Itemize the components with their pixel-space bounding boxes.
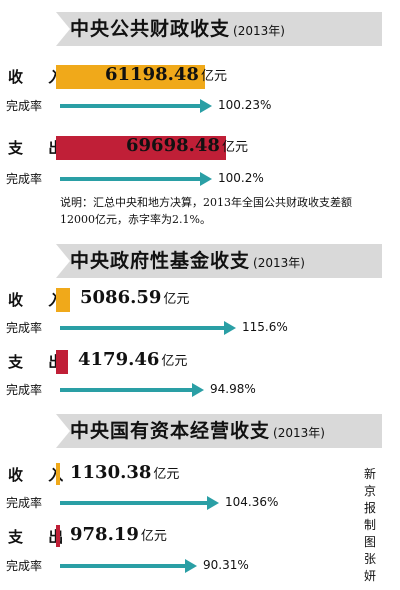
expense-value: 978.19 亿元	[70, 524, 167, 545]
rate-label: 完成率	[6, 496, 43, 510]
section-title: 中央国有资本经营收支 (2013年)	[70, 414, 325, 448]
expense-bar	[56, 350, 68, 374]
section-title: 中央公共财政收支 (2013年)	[70, 12, 285, 46]
expense-label: 支 出	[8, 353, 74, 371]
income-rate-arrowhead	[224, 321, 236, 335]
expense-rate-arrowhead	[185, 559, 197, 573]
income-value: 5086.59 亿元	[80, 287, 189, 308]
rate-label: 完成率	[6, 99, 43, 113]
income-label: 收 入	[8, 68, 74, 86]
section-year: (2013年)	[273, 426, 325, 440]
expense-value-number: 69698.48	[126, 135, 220, 156]
expense-label: 支 出	[8, 528, 74, 546]
expense-value: 69698.48 亿元	[126, 135, 248, 156]
value-unit: 亿元	[153, 467, 180, 482]
expense-bar	[56, 136, 226, 160]
income-bar	[56, 463, 60, 485]
expense-rate-arrowhead	[200, 172, 212, 186]
value-unit: 亿元	[200, 69, 227, 84]
section-title-text: 中央国有资本经营收支	[70, 420, 271, 442]
income-value: 61198.48 亿元	[105, 64, 227, 85]
income-rate-value: 100.23%	[218, 98, 272, 112]
banner-notch	[56, 244, 70, 278]
income-label: 收 入	[8, 466, 74, 484]
value-unit: 亿元	[163, 292, 190, 307]
expense-label: 支 出	[8, 139, 74, 157]
expense-rate-value: 100.2%	[218, 171, 264, 185]
income-value-number: 1130.38	[70, 462, 152, 483]
income-rate-arrow	[60, 104, 200, 108]
rate-label: 完成率	[6, 383, 43, 397]
section-banner	[56, 12, 382, 46]
value-unit: 亿元	[161, 354, 188, 369]
expense-rate-arrow	[60, 564, 185, 568]
expense-value: 4179.46 亿元	[78, 349, 187, 370]
income-rate-arrowhead	[200, 99, 212, 113]
income-bar	[56, 65, 205, 89]
section-title: 中央政府性基金收支 (2013年)	[70, 244, 305, 278]
income-bar	[56, 288, 70, 312]
section-year: (2013年)	[253, 256, 305, 270]
expense-rate-arrow	[60, 177, 200, 181]
section-banner	[56, 244, 382, 278]
expense-rate-value: 94.98%	[210, 382, 256, 396]
income-value: 1130.38 亿元	[70, 462, 179, 483]
value-unit: 亿元	[221, 140, 248, 155]
note-text: 说明：汇总中央和地方决算，2013年全国公共财政收支差额12000亿元，赤字率为…	[60, 196, 352, 226]
expense-value-number: 978.19	[70, 524, 139, 545]
rate-label: 完成率	[6, 172, 43, 186]
expense-value-number: 4179.46	[78, 349, 160, 370]
credit-text: 新京报制图张妍	[363, 467, 376, 583]
income-rate-value: 115.6%	[242, 320, 288, 334]
section-title-text: 中央政府性基金收支	[70, 250, 251, 272]
income-rate-arrowhead	[207, 496, 219, 510]
income-rate-value: 104.36%	[225, 495, 279, 509]
section-title-text: 中央公共财政收支	[70, 18, 231, 40]
section-year: (2013年)	[233, 24, 285, 38]
expense-rate-value: 90.31%	[203, 558, 249, 572]
expense-rate-arrow	[60, 388, 192, 392]
section-banner	[56, 414, 382, 448]
rate-label: 完成率	[6, 321, 43, 335]
income-rate-arrow	[60, 326, 224, 330]
income-value-number: 5086.59	[80, 287, 162, 308]
income-rate-arrow	[60, 501, 207, 505]
banner-notch	[56, 414, 70, 448]
rate-label: 完成率	[6, 559, 43, 573]
expense-bar	[56, 525, 60, 547]
banner-notch	[56, 12, 70, 46]
expense-rate-arrowhead	[192, 383, 204, 397]
value-unit: 亿元	[140, 529, 167, 544]
income-label: 收 入	[8, 291, 74, 309]
income-value-number: 61198.48	[105, 64, 199, 85]
